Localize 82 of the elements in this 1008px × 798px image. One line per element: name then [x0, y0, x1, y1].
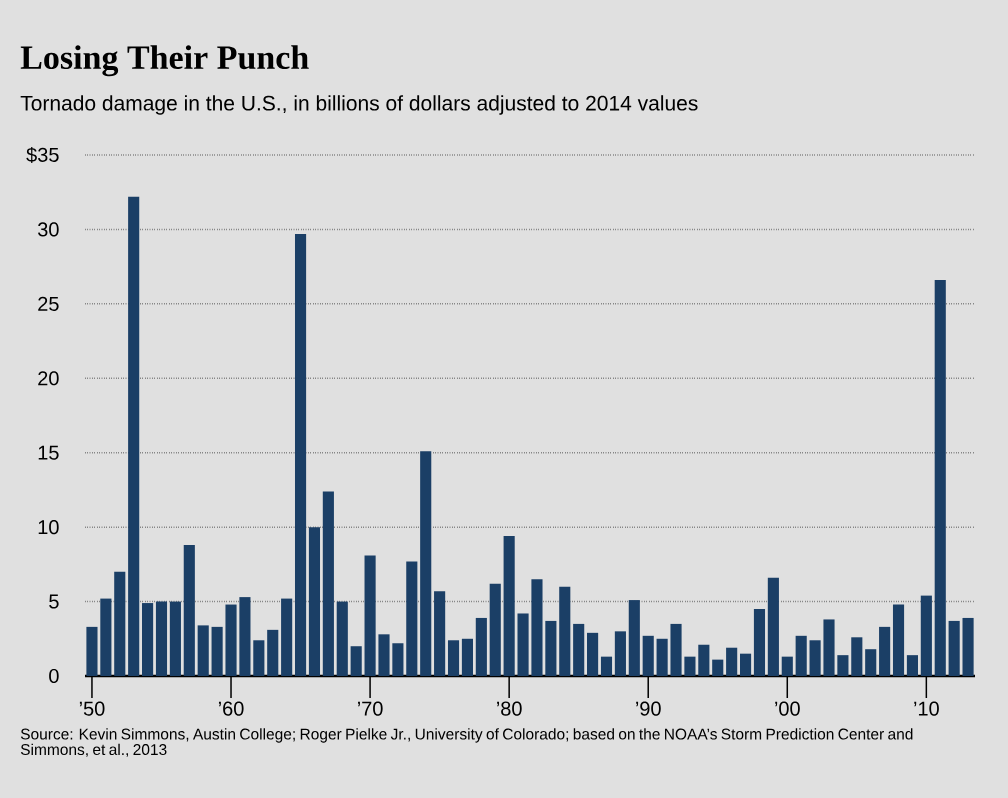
- chart-title: Losing Their Punch: [20, 45, 309, 77]
- bar: [322, 491, 334, 676]
- bar: [100, 598, 112, 676]
- bar: [197, 625, 209, 676]
- bar: [267, 629, 279, 676]
- bar: [559, 586, 571, 676]
- bar: [447, 640, 460, 676]
- bar: [892, 604, 905, 676]
- bar: [406, 561, 418, 676]
- bar: [308, 527, 321, 676]
- bar: [962, 617, 974, 676]
- bar: [934, 280, 946, 676]
- bar: [726, 647, 738, 676]
- bar: [114, 571, 126, 676]
- bar: [712, 659, 724, 676]
- x-tick-label: ’10: [914, 701, 939, 716]
- bar: [128, 196, 140, 676]
- x-tick-label: ’50: [79, 701, 105, 716]
- bar: [239, 597, 251, 676]
- bar: [767, 577, 779, 676]
- source-note: Source: Kevin Simmons, Austin College; Roger Pielke Jr., University of Colorado; based on the NOAA’s Storm Prediction Center and Simmons, et al., 2013: [20, 728, 913, 757]
- bar: [378, 634, 390, 676]
- bar: [879, 626, 891, 676]
- bar: [294, 233, 307, 676]
- y-tick-label: 25: [38, 296, 59, 311]
- bar: [614, 631, 626, 676]
- bar: [475, 617, 487, 676]
- bar: [837, 655, 849, 676]
- bar: [503, 536, 515, 676]
- bar: [225, 604, 237, 676]
- bar: [823, 619, 835, 676]
- y-tick-label: $35: [26, 146, 59, 164]
- bar: [531, 579, 543, 676]
- x-tick-label: ’90: [636, 701, 661, 716]
- bar: [86, 626, 98, 676]
- bar: [865, 649, 877, 676]
- y-tick-label: 30: [37, 222, 59, 237]
- bar: [740, 653, 752, 676]
- bar: [517, 613, 529, 676]
- bar: [281, 598, 293, 676]
- bar: [948, 620, 960, 676]
- bar: [573, 623, 585, 676]
- bar: [587, 632, 599, 676]
- bar: [392, 643, 404, 676]
- y-tick-label: 5: [49, 594, 59, 609]
- bar: [600, 656, 613, 676]
- x-tick-label: ’80: [497, 701, 522, 716]
- bar: [656, 638, 668, 676]
- y-tick-label: 15: [38, 445, 59, 460]
- y-tick-label: 0: [49, 668, 59, 684]
- bar: [628, 600, 640, 676]
- bar: [350, 646, 362, 676]
- bar: [781, 656, 793, 676]
- bar: [809, 640, 821, 676]
- bar: [684, 656, 696, 676]
- bar: [642, 635, 654, 676]
- bar: [670, 623, 682, 676]
- x-tick-label: ’00: [775, 701, 800, 716]
- bar: [364, 555, 376, 676]
- bar: [169, 601, 181, 676]
- x-tick-label: ’70: [357, 701, 383, 716]
- bar: [753, 609, 766, 676]
- y-tick-label: 20: [38, 371, 59, 386]
- bar: [420, 451, 432, 676]
- bar: [489, 583, 501, 676]
- bar: [545, 620, 557, 676]
- bar: [211, 626, 223, 676]
- bar: [906, 655, 918, 676]
- chart-subtitle: Tornado damage in the U.S., in billions of dollars adjusted to 2014 values: [20, 95, 698, 115]
- bar: [698, 644, 710, 676]
- bar: [336, 601, 348, 676]
- bar: [920, 595, 932, 676]
- bar: [434, 591, 446, 676]
- bar: [183, 545, 195, 676]
- bar: [142, 603, 154, 676]
- bar: [795, 635, 807, 676]
- bar: [461, 638, 473, 676]
- bar: [253, 640, 265, 676]
- bar: [851, 637, 863, 676]
- x-tick-label: ’60: [218, 701, 244, 716]
- bar: [155, 601, 168, 676]
- y-tick-label: 10: [38, 520, 59, 535]
